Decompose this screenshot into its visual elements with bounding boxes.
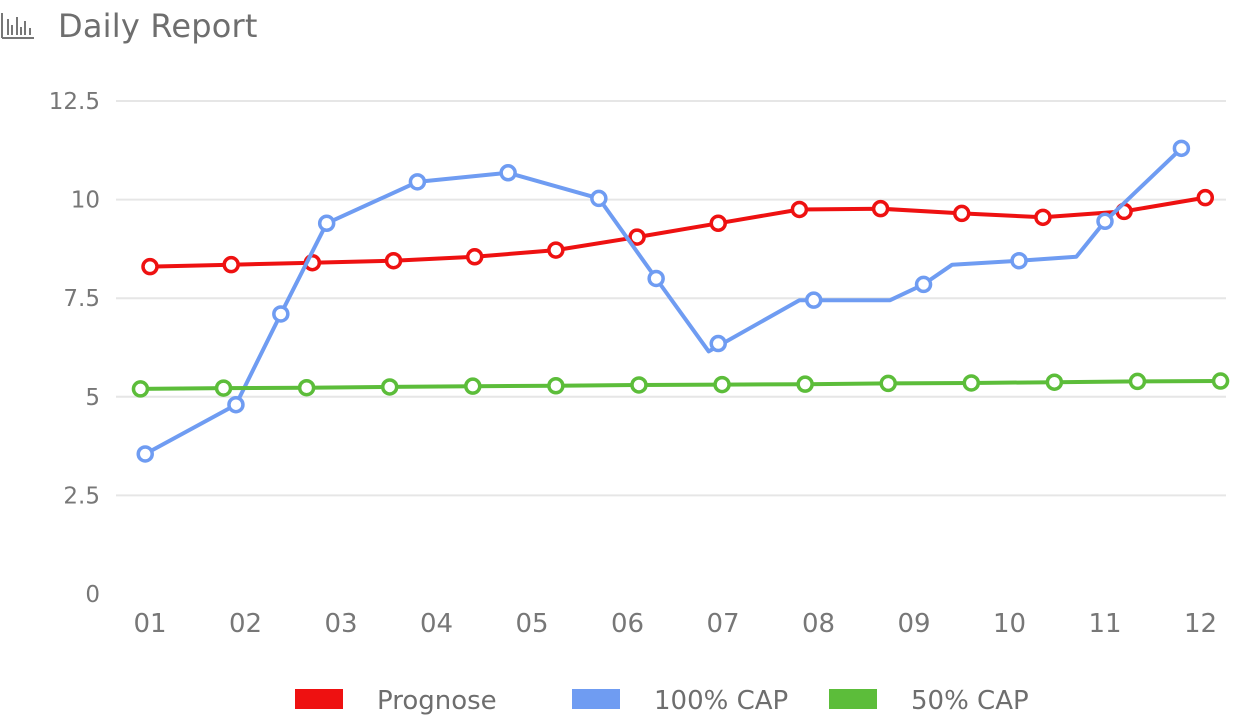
data-point[interactable] [709, 334, 727, 353]
x-tick-label: 09 [897, 609, 930, 639]
bar-chart-icon [0, 9, 38, 43]
data-point[interactable] [713, 375, 731, 394]
legend-item[interactable]: Prognose [295, 686, 497, 716]
data-point[interactable] [647, 269, 665, 288]
x-tick-label: 08 [802, 609, 835, 639]
y-axis-tick-labels: 0 2.5 5 7.5 10 12.5 [49, 89, 100, 608]
x-tick-label: 02 [229, 609, 262, 639]
data-point[interactable] [384, 251, 403, 270]
data-point[interactable] [131, 380, 150, 398]
x-tick-label: 04 [420, 609, 453, 639]
data-point[interactable] [962, 374, 981, 392]
data-point[interactable] [914, 275, 933, 294]
data-point[interactable] [222, 255, 240, 274]
y-tick-label: 10 [71, 188, 100, 214]
series-100-cap [136, 139, 1191, 463]
data-point[interactable] [214, 379, 233, 397]
x-tick-label: 12 [1184, 609, 1217, 639]
data-point[interactable] [871, 199, 890, 218]
data-point[interactable] [628, 228, 646, 246]
data-point[interactable] [547, 241, 565, 259]
data-point[interactable] [953, 204, 971, 223]
series-prognose [141, 188, 1215, 276]
data-point[interactable] [1045, 373, 1064, 391]
data-point[interactable] [1010, 251, 1028, 270]
page-title: Daily Report [58, 7, 258, 45]
legend-item[interactable]: 100% CAP [572, 686, 788, 716]
data-point[interactable] [1172, 139, 1191, 158]
data-point[interactable] [408, 173, 427, 191]
legend-swatch [572, 689, 620, 709]
x-tick-label: 06 [611, 609, 644, 639]
y-tick-label: 12.5 [49, 89, 100, 115]
legend: Prognose 100% CAP 50% CAP [295, 686, 1029, 716]
data-point[interactable] [547, 377, 565, 395]
x-tick-label: 07 [706, 609, 739, 639]
data-point[interactable] [709, 214, 727, 233]
legend-label: 50% CAP [911, 686, 1029, 716]
data-point[interactable] [465, 248, 484, 266]
legend-swatch [295, 689, 343, 709]
x-tick-label: 01 [133, 609, 166, 639]
legend-label: Prognose [377, 686, 497, 716]
data-point[interactable] [630, 376, 648, 394]
legend-swatch [829, 689, 877, 709]
x-tick-label: 03 [324, 609, 357, 639]
legend-label: 100% CAP [654, 686, 788, 716]
chart-header: Daily Report [0, 4, 258, 48]
data-point[interactable] [297, 378, 316, 397]
series-line [144, 146, 1183, 456]
series-line [140, 379, 1221, 391]
legend-item[interactable]: 50% CAP [829, 686, 1029, 716]
y-tick-label: 7.5 [63, 286, 100, 312]
data-point[interactable] [796, 375, 814, 393]
data-point[interactable] [790, 200, 809, 219]
series-line [149, 195, 1206, 269]
series-50-cap [131, 372, 1230, 398]
y-tick-label: 2.5 [63, 483, 100, 509]
data-point[interactable] [141, 257, 159, 276]
data-point[interactable] [879, 374, 897, 393]
data-point[interactable] [1034, 208, 1052, 227]
data-point[interactable] [804, 291, 823, 309]
data-point[interactable] [380, 378, 399, 396]
data-point[interactable] [227, 395, 245, 414]
data-point[interactable] [499, 164, 517, 182]
data-point[interactable] [464, 377, 482, 395]
data-point[interactable] [590, 189, 608, 208]
y-tick-label: 5 [85, 385, 100, 411]
data-point[interactable] [1096, 212, 1114, 231]
data-point[interactable] [1196, 188, 1215, 207]
x-axis-tick-labels: 01 02 03 04 05 06 07 08 09 10 11 12 [133, 609, 1217, 639]
x-tick-label: 11 [1088, 609, 1121, 639]
series-lines [131, 139, 1230, 463]
x-tick-label: 05 [515, 609, 548, 639]
data-point[interactable] [1211, 372, 1230, 390]
x-tick-label: 10 [993, 609, 1026, 639]
data-point[interactable] [317, 214, 336, 233]
data-point[interactable] [272, 305, 290, 323]
data-point[interactable] [136, 445, 154, 463]
data-point[interactable] [1128, 372, 1147, 391]
y-tick-label: 0 [85, 582, 100, 608]
